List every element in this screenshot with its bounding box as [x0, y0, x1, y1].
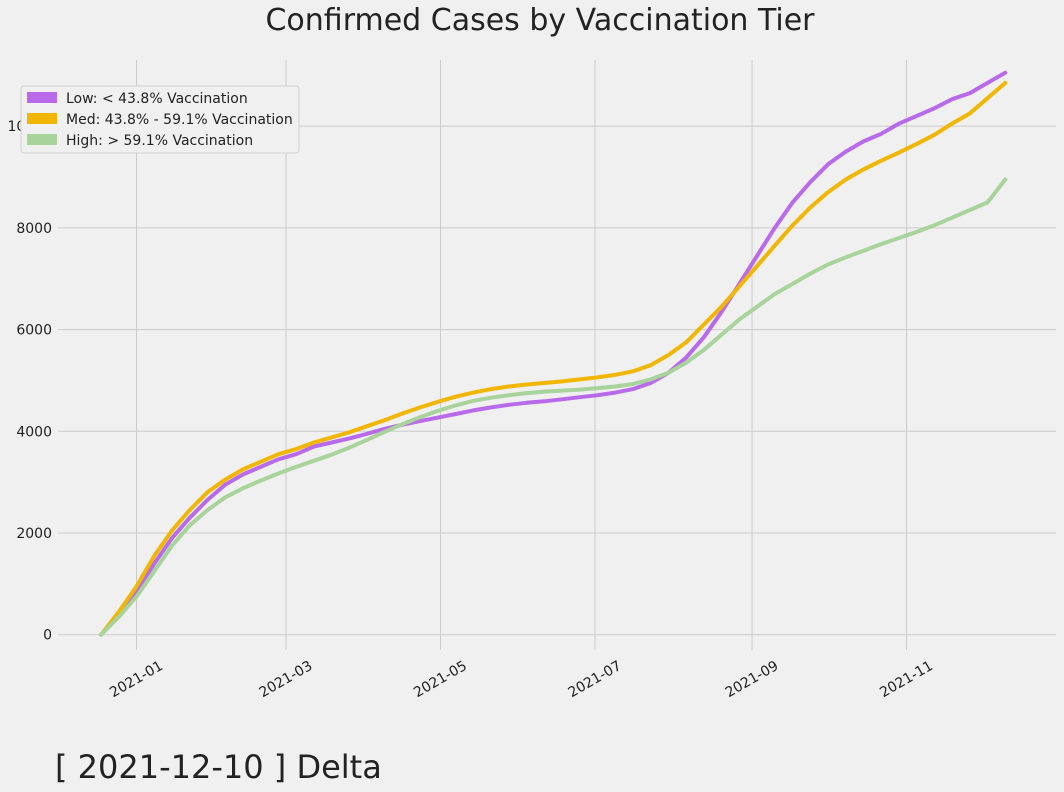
legend: Low: < 43.8% Vaccination Med: 43.8% - 59.…	[20, 85, 300, 154]
series-line-3	[99, 177, 1008, 637]
x-tick-label: 2021-03	[257, 658, 316, 701]
x-tick-label: 2021-11	[877, 658, 936, 701]
series-lines	[99, 70, 1008, 637]
legend-swatch	[27, 113, 57, 124]
x-tick-labels: 2021-01 2021-03 2021-05 2021-07 2021-09 2021-…	[107, 658, 936, 701]
x-tick-label: 2021-09	[723, 658, 782, 701]
legend-label: Low: < 43.8% Vaccination	[66, 91, 248, 107]
y-tick-label: 2000	[16, 526, 52, 542]
x-tick-label: 2021-01	[107, 658, 166, 701]
y-tick-label: 8000	[16, 221, 52, 237]
y-tick-label: 0	[43, 628, 52, 644]
legend-swatch	[27, 134, 57, 145]
series-line-2	[99, 80, 1008, 637]
legend-label: Med: 43.8% - 59.1% Vaccination	[66, 112, 293, 128]
x-tick-label: 2021-07	[566, 658, 625, 701]
x-tick-label: 2021-05	[411, 658, 470, 701]
legend-swatch	[27, 92, 57, 103]
legend-label: High: > 59.1% Vaccination	[66, 133, 253, 149]
y-tick-label: 6000	[16, 323, 52, 339]
y-tick-labels: 0200040006000800010000	[7, 119, 52, 644]
chart-title: Confirmed Cases by Vaccination Tier	[265, 3, 815, 38]
series-line-1	[99, 70, 1008, 637]
chart-caption: [ 2021-12-10 ] Delta	[55, 748, 382, 786]
legend-box	[20, 85, 300, 154]
y-tick-label: 4000	[16, 424, 52, 440]
